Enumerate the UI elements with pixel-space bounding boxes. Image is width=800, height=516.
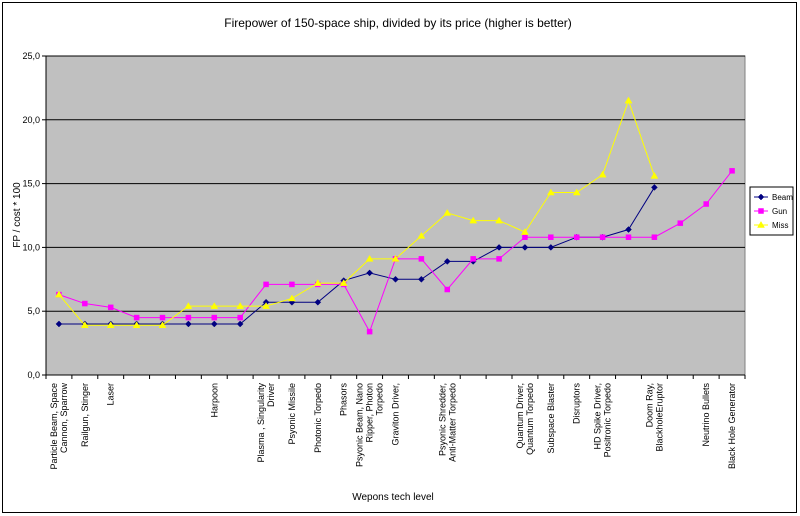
data-point-beam	[366, 269, 373, 277]
x-tick-label: Doom Ray,BlackholeEruptor	[644, 383, 664, 452]
data-point-miss	[624, 96, 633, 104]
data-point-beam	[55, 320, 63, 328]
data-point-gun	[444, 286, 451, 293]
data-point-beam	[443, 258, 451, 265]
data-point-beam	[651, 184, 658, 191]
data-point-miss	[339, 279, 348, 286]
data-point-beam	[495, 244, 503, 251]
x-tick-label: Quantum Driver,Quantum Torpedo	[515, 383, 535, 455]
chart-title: Firepower of 150-space ship, divided by …	[224, 16, 572, 30]
data-point-miss	[417, 231, 426, 239]
data-point-miss	[365, 254, 374, 262]
x-tick-label: Black Hole Generator	[727, 383, 737, 469]
data-point-gun	[625, 234, 632, 240]
data-point-miss	[391, 254, 400, 262]
data-point-gun	[729, 168, 735, 174]
data-point-gun	[366, 328, 373, 335]
data-point-miss	[650, 171, 659, 179]
y-tick-label: 10,0	[22, 242, 40, 252]
data-point-miss	[55, 290, 63, 298]
data-point-gun	[82, 300, 88, 307]
x-tick-label: Particle Beam, SpaceCannon, Sparrow	[49, 383, 69, 470]
data-point-miss	[158, 321, 167, 328]
data-point-gun	[522, 234, 528, 240]
legend: Beam Gun Miss	[749, 186, 794, 236]
data-point-gun	[159, 314, 166, 321]
data-point-miss	[443, 208, 452, 216]
data-point-gun	[211, 314, 218, 321]
legend-marker-gun	[758, 208, 764, 214]
data-point-gun	[548, 234, 554, 240]
y-tick-label: 0,0	[27, 370, 40, 380]
x-tick-label: Harpoon	[209, 383, 219, 418]
data-point-miss	[106, 321, 115, 328]
data-point-gun	[651, 234, 658, 240]
x-tick-label: Disruptors	[572, 383, 582, 425]
legend-label-beam: Beam	[772, 193, 793, 202]
x-tick-label: Graviton Driver,	[391, 383, 401, 446]
data-point-miss	[521, 228, 529, 235]
series-line-miss	[58, 99, 655, 326]
y-tick-label: 25,0	[22, 51, 40, 61]
x-tick-label: Laser	[106, 383, 116, 406]
data-point-gun	[573, 234, 580, 240]
data-point-miss	[184, 302, 193, 309]
y-tick-label: 20,0	[22, 115, 40, 125]
x-tick-label: Psyonic Missile	[287, 383, 297, 445]
data-point-gun	[677, 220, 684, 226]
x-tick-label: HD Spike Driver,Positronic Torpedo	[593, 383, 613, 457]
data-point-gun	[496, 256, 502, 262]
data-point-miss	[495, 216, 503, 224]
data-point-beam	[418, 275, 425, 283]
data-point-miss	[469, 216, 478, 224]
y-tick-label: 15,0	[22, 179, 40, 189]
legend-marker-beam	[757, 193, 765, 201]
data-point-beam	[210, 320, 218, 328]
x-tick-label: Psyonic Shredder,Anti-Matter Torpedo	[437, 383, 457, 462]
data-point-gun	[470, 256, 476, 262]
data-point-miss	[80, 321, 89, 328]
data-point-beam	[185, 320, 192, 328]
data-point-miss	[546, 188, 555, 196]
data-point-miss	[313, 279, 322, 286]
series-line-beam	[58, 187, 655, 325]
data-point-miss	[210, 302, 219, 309]
data-point-gun	[185, 314, 192, 321]
data-point-miss	[288, 294, 296, 302]
data-point-miss	[572, 188, 581, 196]
plot-area	[45, 55, 746, 376]
x-tick-label: Railgun, Stinger	[80, 383, 90, 447]
data-point-beam	[547, 244, 555, 251]
data-point-gun	[107, 304, 114, 311]
x-tick-label: Plasma , SingularityDriver	[256, 383, 276, 463]
data-point-gun	[703, 201, 709, 207]
data-point-gun	[418, 256, 425, 262]
data-point-gun	[289, 281, 295, 288]
data-point-miss	[598, 170, 607, 178]
data-point-miss	[132, 321, 141, 328]
x-tick-label: Photonic Torpedo	[313, 383, 323, 453]
data-point-beam	[521, 244, 529, 251]
legend-label-miss: Miss	[772, 221, 788, 230]
x-tick-label: Phasors	[339, 383, 349, 417]
x-tick-label: Subspace Blaster	[546, 383, 556, 454]
legend-marker-miss	[757, 221, 765, 228]
data-point-gun	[133, 314, 140, 321]
x-axis-title: Wepons tech level	[352, 492, 434, 503]
y-axis-title: FP / cost * 100	[12, 182, 23, 248]
data-point-gun	[237, 314, 243, 321]
x-tick-label: Neutrino Bullets	[701, 383, 711, 447]
legend-label-gun: Gun	[772, 207, 787, 216]
data-point-beam	[625, 226, 632, 233]
data-point-beam	[236, 320, 244, 328]
data-point-miss	[236, 302, 245, 309]
data-point-gun	[263, 281, 269, 288]
x-tick-label: Psyonic Beam, NanoRipper, PhotonTorpedo	[355, 383, 385, 467]
y-tick-label: 5,0	[27, 306, 40, 316]
data-point-beam	[314, 298, 322, 306]
data-point-miss	[262, 302, 270, 309]
data-point-beam	[392, 275, 399, 283]
data-point-gun	[599, 234, 606, 240]
